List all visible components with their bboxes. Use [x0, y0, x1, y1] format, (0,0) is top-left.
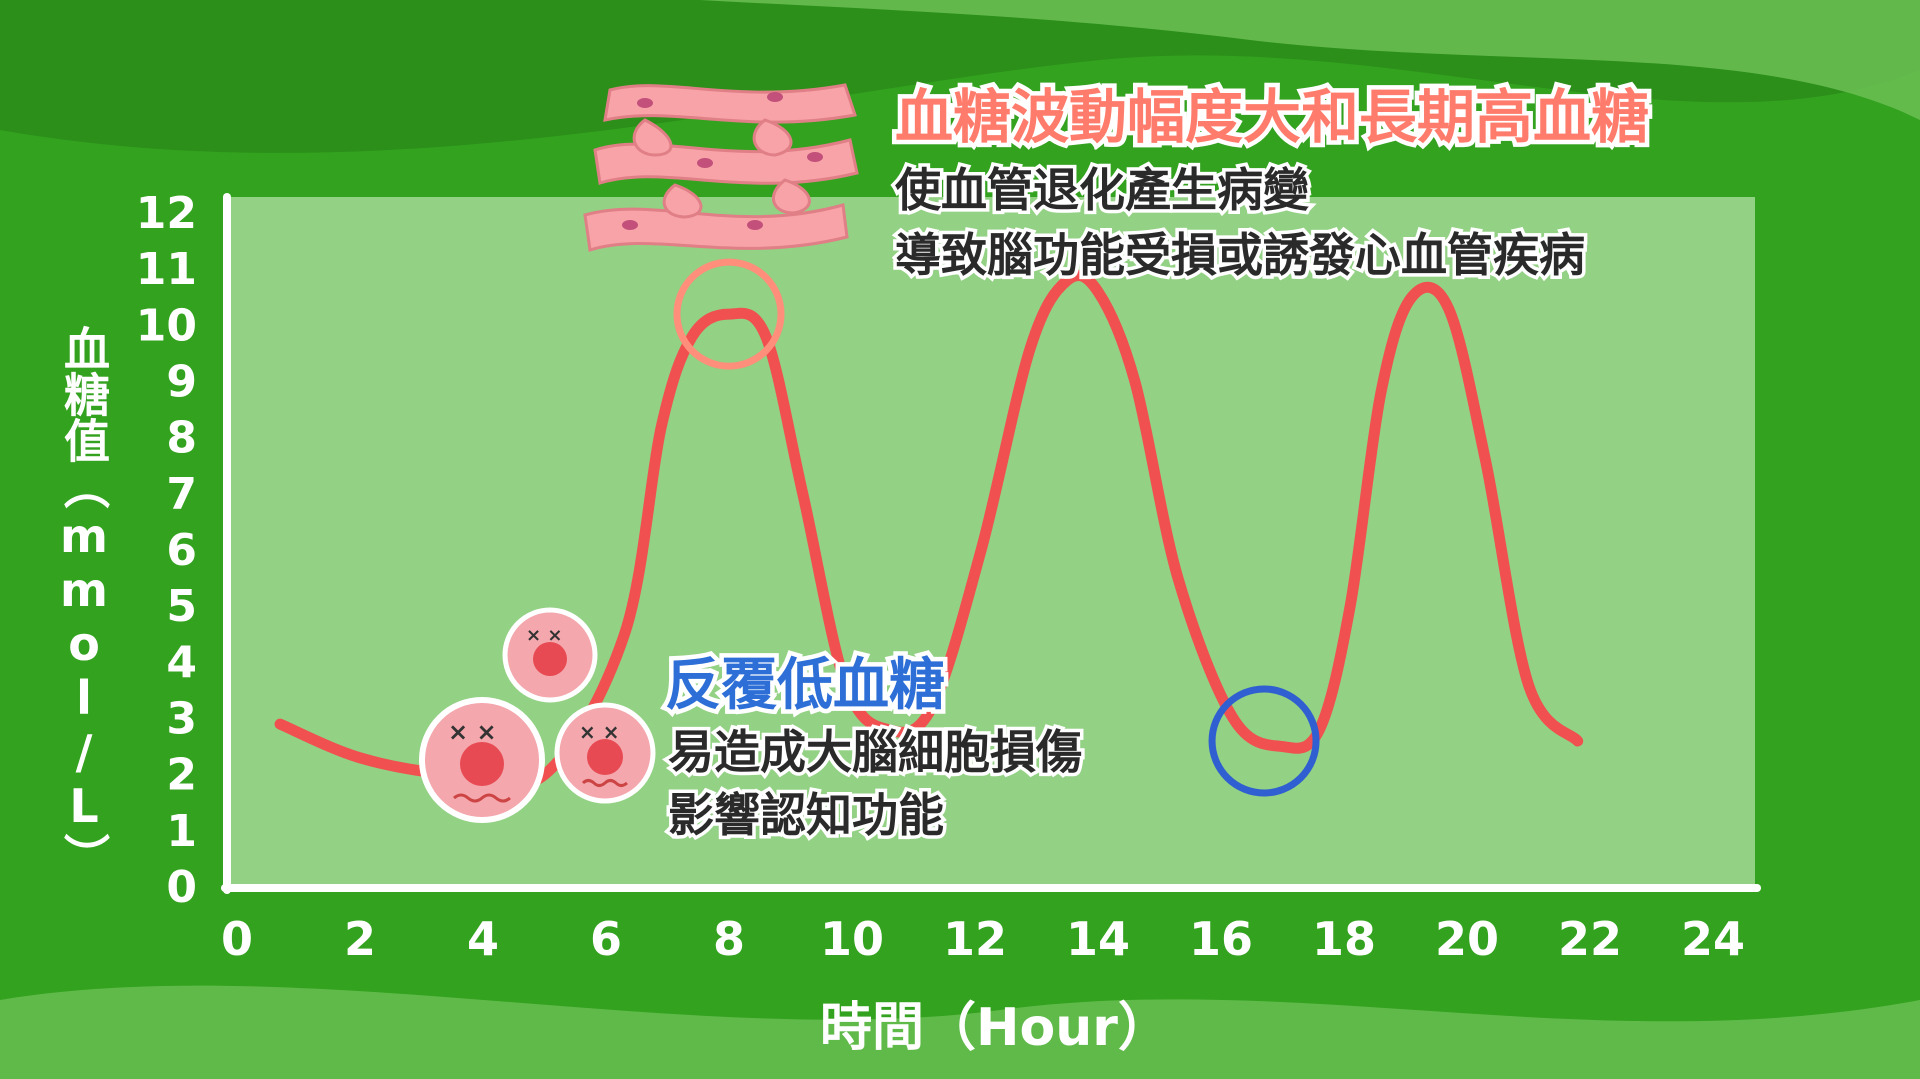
low-sugar-line1: 易造成大腦細胞損傷 [665, 722, 1086, 783]
blood-sugar-curve [274, 269, 1584, 792]
bg-wave-bottom [0, 985, 1920, 1079]
x-axis-label: 時間（Hour） [820, 998, 1170, 1058]
y-tick-label: 7 [166, 469, 197, 520]
low-sugar-line2: 影響認知功能 [665, 785, 948, 846]
x-tick-label: 24 [1681, 912, 1745, 966]
svg-text:× ×: × × [579, 720, 619, 744]
y-tick-label: 10 [136, 300, 197, 351]
x-tick-labels: 0 2 4 6 8 10 12 14 16 18 20 22 24 [221, 912, 1745, 966]
y-axis-label: 血糖值（mmol/L） [57, 325, 111, 879]
y-tick-label: 5 [166, 581, 197, 632]
bg-wave-top-light [700, 0, 1920, 120]
dizzy-cell-icon: × × × × × × [419, 607, 656, 823]
high-sugar-line1: 使血管退化產生病變 [892, 160, 1313, 221]
x-tick-label: 12 [943, 912, 1007, 966]
x-tick-label: 14 [1066, 912, 1130, 966]
x-tick-label: 6 [590, 912, 622, 966]
y-tick-label: 6 [166, 525, 197, 576]
x-tick-label: 20 [1435, 912, 1499, 966]
y-tick-label: 0 [166, 862, 197, 913]
y-tick-label: 1 [166, 806, 197, 857]
x-tick-label: 10 [820, 912, 884, 966]
y-tick-label: 11 [136, 244, 197, 295]
blood-vessel-icon [583, 83, 859, 252]
high-sugar-title: 血糖波動幅度大和長期高血糖 [890, 79, 1653, 156]
x-tick-label: 16 [1189, 912, 1253, 966]
low-sugar-title: 反覆低血糖 [661, 649, 950, 723]
x-tick-label: 0 [221, 912, 253, 966]
x-tick-label: 22 [1558, 912, 1622, 966]
y-tick-label: 3 [166, 694, 197, 745]
x-tick-label: 2 [344, 912, 376, 966]
y-tick-label: 12 [136, 188, 197, 239]
peak-highlight-circle [673, 258, 785, 370]
x-tick-label: 18 [1312, 912, 1376, 966]
svg-text:× ×: × × [526, 625, 562, 646]
x-tick-label: 4 [467, 912, 499, 966]
y-tick-label: 2 [166, 750, 197, 801]
annotation-circles [673, 258, 1320, 797]
y-tick-label: 8 [166, 413, 197, 464]
y-tick-label: 4 [166, 637, 197, 688]
svg-text:× ×: × × [448, 718, 497, 746]
trough-highlight-circle [1208, 685, 1320, 797]
y-tick-label: 9 [166, 357, 197, 408]
high-sugar-line2: 導致腦功能受損或誘發心血管疾病 [892, 225, 1589, 286]
x-tick-label: 8 [713, 912, 745, 966]
